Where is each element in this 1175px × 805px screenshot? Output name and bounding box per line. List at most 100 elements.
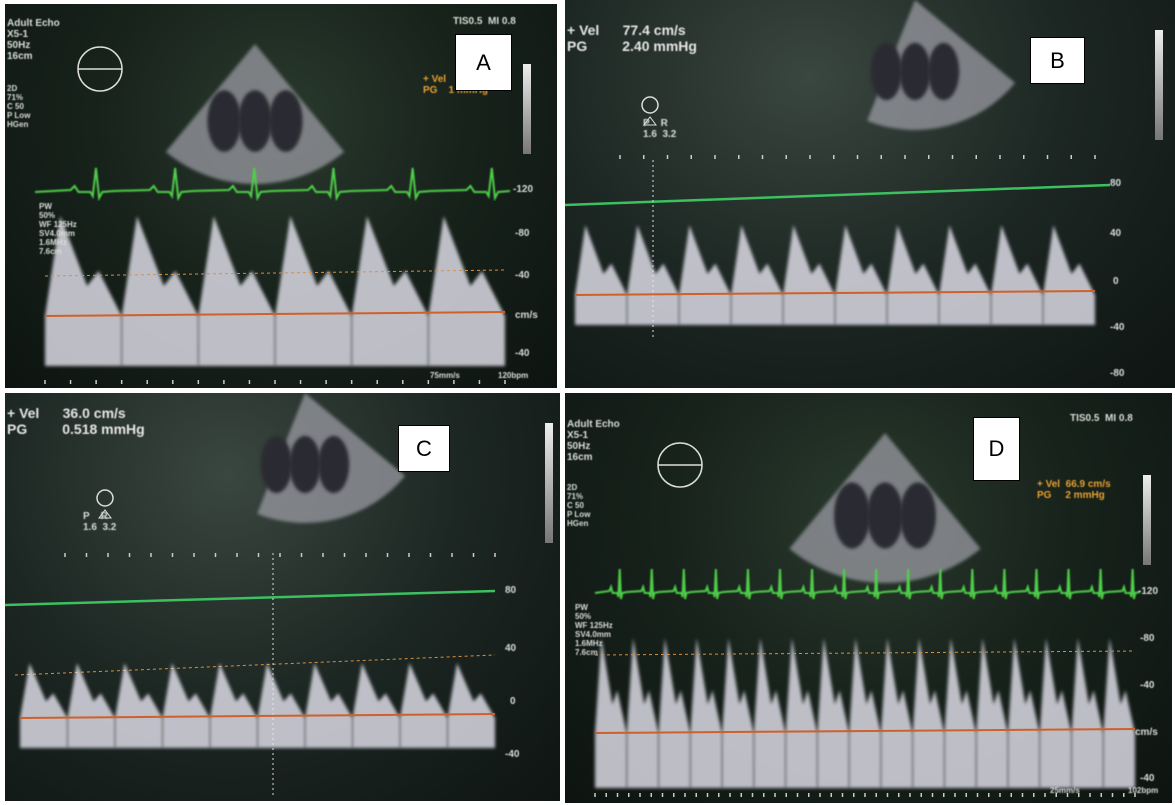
doppler-spectrum: [939, 225, 991, 325]
heart-chamber: [870, 42, 902, 101]
doppler-spectrum: [305, 663, 353, 748]
gray-scale-bar: [545, 423, 553, 543]
doppler-spectrum: [783, 225, 835, 325]
echo-graphics-a: [34, 44, 511, 384]
measurement-readout: + Vel 66.9 cm/s PG 2 mmHg: [1037, 479, 1111, 501]
cursor-line: [14, 654, 496, 676]
doppler-spectrum: [115, 663, 163, 748]
doppler-spectrum: [351, 216, 429, 366]
scale-tick: -40: [1110, 322, 1125, 333]
doppler-spectrum: [198, 216, 275, 366]
probe-triangle-icon: [98, 509, 112, 519]
heart-chamber: [834, 482, 870, 549]
scale-tick: 80: [1110, 178, 1122, 189]
machine-header: Adult Echo X5-1 50Hz 16cm: [567, 419, 620, 463]
doppler-spectrum: [753, 638, 786, 788]
panel-label: B: [1030, 37, 1085, 84]
machine-header: Adult Echo X5-1 50Hz 16cm: [7, 18, 60, 62]
scale-tick: 40: [505, 643, 517, 654]
echo-graphics-b: [565, 0, 1111, 340]
doppler-spectrum: [121, 216, 199, 366]
doppler-spectrum: [1071, 638, 1104, 788]
doppler-spectrum: [428, 216, 505, 366]
doppler-spectrum: [976, 638, 1008, 788]
doppler-spectrum: [722, 638, 754, 788]
doppler-spectrum: [210, 663, 258, 748]
doppler-spectrum: [1103, 638, 1135, 788]
scale-tick: -40: [1140, 680, 1155, 691]
measurement-readout: + Vel 36.0 cm/s PG 0.518 mmHg: [7, 405, 145, 437]
probe-icon: [641, 96, 659, 114]
scale-tick: -40: [515, 348, 530, 359]
heart-chamber: [289, 435, 321, 494]
doppler-baseline: [574, 290, 1096, 296]
doppler-spectrum: [690, 638, 723, 788]
doppler-spectrum: [162, 663, 210, 748]
heart-rate: 102bpm: [1128, 786, 1159, 795]
gray-scale-bar: [1155, 30, 1163, 140]
scale-tick: 0: [510, 696, 516, 707]
echo-graphics-c: [5, 393, 496, 798]
doppler-spectrum: [991, 225, 1043, 325]
doppler-spectrum: [944, 638, 977, 788]
scale-tick: -40: [515, 270, 530, 281]
doppler-spectrum: [20, 663, 68, 748]
doppler-spectrum: [887, 225, 939, 325]
mode-2d-settings: 2D 71% C 50 P Low HGen: [567, 483, 591, 528]
scale-tick: -80: [1140, 633, 1155, 644]
cursor-line: [594, 650, 1136, 656]
heart-chamber: [900, 482, 936, 549]
echo-panel-d: Adult Echo X5-1 50Hz 16cm 2D 71% C 50 P …: [565, 393, 1172, 803]
pw-settings: PW 50% WF 125Hz SV4.0mm 1.6MHz 7.6cm: [39, 202, 77, 256]
panel-label: D: [973, 417, 1020, 481]
doppler-spectrum: [912, 638, 945, 788]
doppler-spectrum: [1043, 225, 1095, 325]
heart-chamber: [260, 435, 292, 494]
cursor-line: [44, 269, 506, 277]
doppler-spectrum: [785, 638, 818, 788]
scale-tick: -80: [1110, 368, 1125, 379]
doppler-spectrum: [352, 663, 400, 748]
doppler-spectrum: [575, 225, 627, 325]
sweep-speed: 25mm/s: [1050, 786, 1080, 795]
doppler-spectrum: [817, 638, 850, 788]
doppler-spectrum: [626, 638, 659, 788]
doppler-spectrum: [447, 663, 495, 748]
doppler-spectrum: [1039, 638, 1072, 788]
doppler-spectrum: [835, 225, 887, 325]
heart-chamber: [928, 42, 960, 101]
mode-2d-settings: 2D 71% C 50 P Low HGen: [7, 84, 31, 129]
scale-tick: -40: [505, 749, 520, 760]
doppler-spectrum: [275, 216, 352, 366]
doppler-baseline: [19, 713, 496, 719]
doppler-spectrum: [627, 225, 679, 325]
doppler-baseline: [44, 311, 506, 317]
heart-chamber: [238, 90, 272, 152]
probe-icon: [96, 489, 114, 507]
doppler-baseline: [594, 728, 1136, 734]
gray-scale-bar: [1143, 475, 1151, 565]
doppler-spectrum: [400, 663, 448, 748]
doppler-spectrum: [679, 225, 731, 325]
scale-tick: -120: [513, 184, 534, 195]
echo-panel-c: + Vel 36.0 cm/s PG 0.518 mmHg P R 1.6 3.…: [5, 393, 560, 801]
probe-orientation: P R 1.6 3.2: [83, 511, 117, 533]
ecg-trace: [34, 167, 511, 202]
doppler-spectrum: [658, 638, 691, 788]
doppler-spectrum: [880, 638, 913, 788]
probe-orientation: P R 1.6 3.2: [643, 118, 677, 140]
doppler-spectrum: [257, 663, 305, 748]
heart-chamber: [207, 90, 241, 152]
gray-scale-bar: [523, 64, 531, 154]
scale-tick: -120: [1138, 586, 1159, 597]
sweep-speed: 75mm/s: [430, 371, 460, 380]
scale-tick: -80: [515, 228, 530, 239]
measurement-readout: + Vel 77.4 cm/s PG 2.40 mmHg: [567, 22, 697, 54]
doppler-spectrum: [849, 638, 881, 788]
scale-tick: 80: [505, 585, 517, 596]
doppler-spectrum: [731, 225, 783, 325]
echo-panel-a: Adult Echo X5-1 50Hz 16cm 2D 71% C 50 P …: [5, 4, 557, 388]
echo-graphics-d: [594, 433, 1141, 797]
pw-settings: PW 50% WF 125Hz SV4.0mm 1.6MHz 7.6cm: [575, 603, 613, 657]
heart-rate: 120bpm: [498, 371, 529, 380]
